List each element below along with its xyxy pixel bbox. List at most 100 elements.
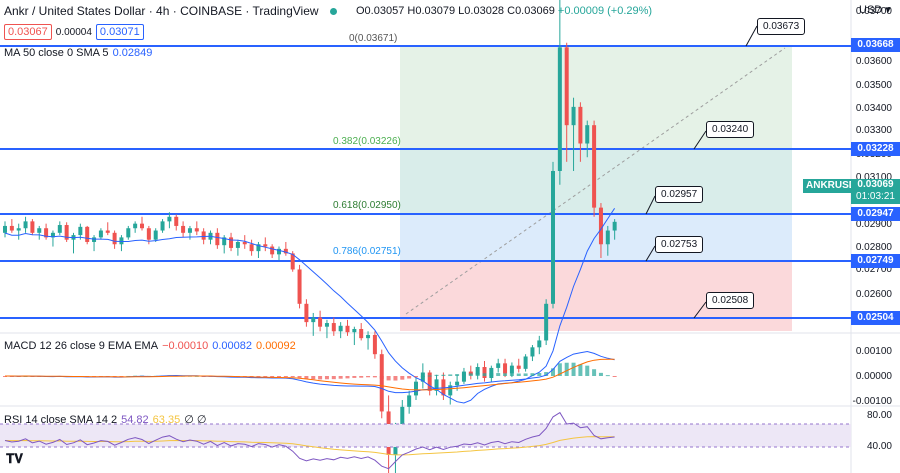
price-tick: 0.03300 — [855, 125, 892, 136]
macd-histogram-bar — [612, 376, 617, 377]
candle-body — [16, 228, 21, 231]
macd-histogram-bar — [516, 373, 521, 376]
candle-body — [3, 225, 7, 233]
currency-selector[interactable]: USD ▾ — [859, 3, 891, 16]
candle-body — [482, 367, 487, 378]
candle-body — [23, 221, 28, 229]
candle-body — [235, 241, 240, 248]
callout-leader — [745, 25, 758, 47]
ma-legend[interactable]: MA 50 close 0 SMA 5 0.02849 — [4, 47, 152, 59]
macd-histogram-bar — [345, 376, 350, 379]
candle-body — [57, 225, 62, 233]
chevron-down-icon: ▾ — [885, 4, 891, 16]
candle-body — [44, 228, 49, 238]
candle-body — [85, 226, 90, 242]
price-tick: 0.02800 — [855, 242, 892, 253]
candle-body — [78, 226, 83, 236]
candle-body — [283, 248, 288, 254]
candle-body — [229, 237, 234, 248]
candle-body — [372, 334, 377, 355]
rsi-extra-value: ∅ ∅ — [184, 414, 207, 426]
price-tick: 0.02600 — [855, 289, 892, 300]
macd-histogram-bar — [263, 376, 268, 377]
tradingview-logo-icon[interactable]: 𝐓𝐕 — [6, 451, 23, 466]
hline-tag-3: 0.02947 — [851, 207, 900, 221]
candle-body — [544, 303, 549, 341]
candle-body — [468, 371, 473, 375]
price-tick: 0.02700 — [855, 264, 892, 275]
macd-histogram-bar — [585, 365, 590, 376]
macd-histogram-bar — [475, 373, 480, 376]
candle-body — [379, 354, 384, 412]
callout-1[interactable]: 0.03673 — [757, 18, 806, 35]
macd-histogram-bar — [290, 376, 295, 377]
rsi-legend[interactable]: RSI 14 close SMA 14 2 54.82 63.35 ∅ ∅ — [4, 413, 207, 427]
callout-leader — [645, 195, 656, 215]
candle-body — [270, 246, 275, 255]
candle-body — [434, 379, 439, 391]
candle-body — [359, 328, 364, 339]
rsi-value: 54.82 — [121, 413, 149, 426]
price-tick: 0.03700 — [855, 6, 892, 17]
macd-histogram-bar — [441, 374, 446, 376]
macd-signal-value: 0.00092 — [256, 340, 296, 352]
candle-body — [578, 106, 583, 144]
macd-histogram-bar — [386, 376, 391, 381]
candle-body — [564, 47, 569, 126]
candle-body — [194, 228, 199, 232]
candle-body — [455, 381, 460, 386]
trend-line — [405, 47, 786, 315]
candle-body — [133, 223, 138, 229]
macd-histogram-bar — [427, 375, 432, 377]
macd-histogram-bar — [372, 376, 377, 378]
macd-line — [4, 350, 615, 394]
bid-button[interactable]: 0.03067 — [4, 24, 52, 40]
candle-body — [311, 317, 316, 323]
candle-body — [290, 253, 295, 270]
hline-tag-4: 0.02749 — [851, 254, 900, 268]
macd-label: MACD 12 26 close 9 EMA EMA — [4, 340, 159, 352]
macd-histogram-bar — [523, 373, 528, 376]
candle-body — [407, 395, 412, 407]
callout-4[interactable]: 0.02753 — [655, 236, 704, 253]
candle-body — [304, 303, 309, 323]
candle-body — [557, 47, 562, 171]
price-tick: 0.03100 — [855, 172, 892, 183]
macd-legend[interactable]: MACD 12 26 close 9 EMA EMA −0.00010 0.00… — [4, 340, 296, 352]
callout-3[interactable]: 0.02957 — [655, 186, 704, 203]
ma-legend-value: 0.02849 — [112, 47, 153, 59]
macd-histogram-bar — [605, 375, 610, 377]
candle-body — [338, 325, 343, 332]
ask-button[interactable]: 0.03071 — [95, 24, 144, 40]
macd-histogram-bar — [256, 376, 261, 377]
candle-body — [571, 106, 576, 126]
candle-body — [366, 334, 371, 339]
macd-histogram-bar — [455, 374, 460, 376]
candle-body — [441, 379, 446, 396]
market-status-icon — [329, 8, 337, 16]
ohlc-change: +0.00009 (+0.29%) — [557, 5, 653, 17]
candle-body — [153, 230, 158, 240]
current-price-tag: 0.03069 01:03:21 — [851, 179, 900, 204]
symbol-title[interactable]: Ankr / United States Dollar · 4h · COINB… — [4, 4, 337, 18]
macd-histogram-bar — [407, 376, 412, 379]
macd-histogram-bar — [509, 373, 514, 376]
fib-level-382: 0.382(0.03226) — [333, 136, 401, 147]
candle-body — [516, 365, 521, 369]
price-tick: 0.03500 — [855, 80, 892, 91]
macd-histogram-bar — [297, 376, 302, 378]
callout-leader — [645, 245, 656, 262]
candle-body — [9, 225, 14, 231]
candle-body — [605, 230, 610, 245]
candle-body — [427, 372, 432, 391]
macd-histogram-bar — [304, 376, 309, 379]
macd-histogram-bar — [359, 376, 364, 378]
callout-5[interactable]: 0.02508 — [706, 292, 755, 309]
hline-tag-5: 0.02504 — [851, 311, 900, 325]
candle-body — [174, 216, 179, 226]
macd-histogram-bar — [530, 373, 535, 376]
ohlc-open: O0.03057 — [356, 5, 405, 17]
callout-2[interactable]: 0.03240 — [706, 121, 755, 138]
